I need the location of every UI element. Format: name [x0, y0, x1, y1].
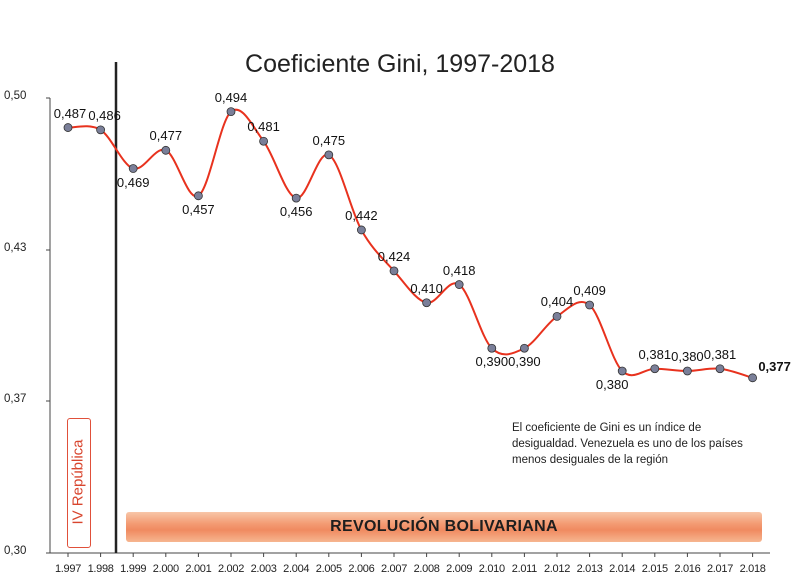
data-label-2.003: 0,481	[247, 119, 280, 135]
data-point-2.010	[487, 343, 497, 353]
data-label-2.009: 0,418	[442, 262, 476, 278]
x-tick-label: 2.010	[478, 563, 505, 575]
y-tick-label: 0,43	[4, 242, 27, 254]
data-label-1.999: 0,469	[116, 174, 150, 190]
x-tick-label: 1.999	[120, 563, 147, 575]
x-tick-label: 2.012	[543, 563, 571, 575]
data-label-2.010: 0,390	[475, 354, 509, 370]
x-tick-label: 2.004	[283, 563, 310, 575]
x-tick-label: 2.007	[380, 563, 408, 575]
x-tick-label: 2.018	[739, 563, 766, 575]
data-point-2.003	[259, 136, 269, 146]
x-tick-label: 2.005	[315, 563, 342, 575]
data-point-2.016	[683, 366, 692, 376]
data-label-2.008: 0,410	[410, 280, 443, 296]
y-tick-label: 0,37	[4, 393, 27, 405]
x-tick-label: 2.011	[511, 563, 538, 575]
data-point-2.015	[650, 364, 660, 374]
x-tick-label: 2.002	[217, 563, 245, 575]
y-tick-label: 0,50	[4, 90, 27, 102]
data-label-2.016: 0,380	[671, 349, 704, 364]
x-tick-label: 2.003	[250, 563, 277, 575]
data-point-2.013	[585, 300, 594, 310]
data-point-2.002	[226, 107, 236, 117]
y-tick-label: 0,30	[4, 545, 27, 557]
y-tick-marks	[46, 97, 50, 554]
data-label-2.004: 0,456	[279, 204, 313, 220]
data-point-2.009	[454, 280, 464, 289]
data-point-1.999	[128, 164, 138, 173]
chart-title: Coeficiente Gini, 1997-2018	[245, 50, 555, 78]
data-point-2.001	[193, 191, 203, 201]
data-label-2.014: 0,380	[595, 377, 629, 392]
data-label-2.015: 0,381	[638, 346, 672, 362]
iv-republica-box	[67, 418, 91, 548]
x-tick-marks	[67, 553, 754, 557]
data-point-2.011	[520, 343, 529, 353]
data-point-1.997	[63, 123, 73, 132]
data-label-1.997: 0,487	[53, 105, 87, 121]
data-label-2.002: 0,494	[214, 89, 248, 105]
data-point-2.005	[324, 150, 334, 160]
data-label-2.011: 0,390	[508, 354, 541, 370]
x-tick-label: 1.998	[87, 563, 114, 575]
x-tick-label: 2.009	[446, 563, 473, 575]
data-point-2.017	[715, 364, 725, 374]
data-label-2.018: 0,377	[758, 358, 791, 374]
x-tick-label: 2.006	[348, 563, 375, 575]
x-tick-label: 2.017	[706, 563, 734, 575]
data-label-2.013: 0,409	[573, 283, 606, 299]
data-point-2.008	[422, 298, 432, 308]
x-tick-label: 1.997	[54, 563, 82, 575]
x-tick-label: 2.016	[674, 563, 701, 575]
data-point-2.000	[161, 145, 171, 155]
data-label-2.007: 0,424	[377, 248, 411, 264]
gini-annotation: El coeficiente de Gini es un índice de d…	[512, 422, 743, 466]
data-label-2.017: 0,381	[703, 346, 737, 362]
x-tick-label: 2.014	[609, 563, 636, 575]
data-point-2.018	[748, 373, 757, 383]
data-point-2.014	[617, 366, 627, 376]
series-line	[67, 108, 753, 379]
data-label-2.012: 0,404	[540, 294, 574, 310]
x-tick-label: 2.000	[152, 563, 179, 575]
data-point-2.007	[389, 266, 399, 276]
x-tick-label: 2.013	[576, 563, 603, 575]
revolucion-bolivariana-label: REVOLUCIÓN BOLIVARIANA	[330, 518, 558, 535]
x-tick-label: 2.015	[641, 563, 668, 575]
data-point-2.006	[356, 225, 366, 235]
data-label-2.006: 0,442	[345, 207, 378, 223]
data-markers	[63, 107, 757, 383]
x-tick-label: 2.001	[185, 563, 212, 575]
data-label-2.000: 0,477	[149, 128, 183, 144]
x-tick-label: 2.008	[413, 563, 440, 575]
revolucion-bolivariana-banner: REVOLUCIÓN BOLIVARIANA	[126, 512, 762, 542]
data-point-2.004	[291, 193, 301, 203]
data-label-1.998: 0,486	[88, 107, 121, 123]
data-point-2.012	[552, 311, 562, 321]
data-point-1.998	[96, 125, 105, 135]
iv-republica-label: IV República	[69, 439, 87, 525]
data-label-2.005: 0,475	[312, 132, 346, 148]
data-label-2.001: 0,457	[182, 201, 215, 217]
